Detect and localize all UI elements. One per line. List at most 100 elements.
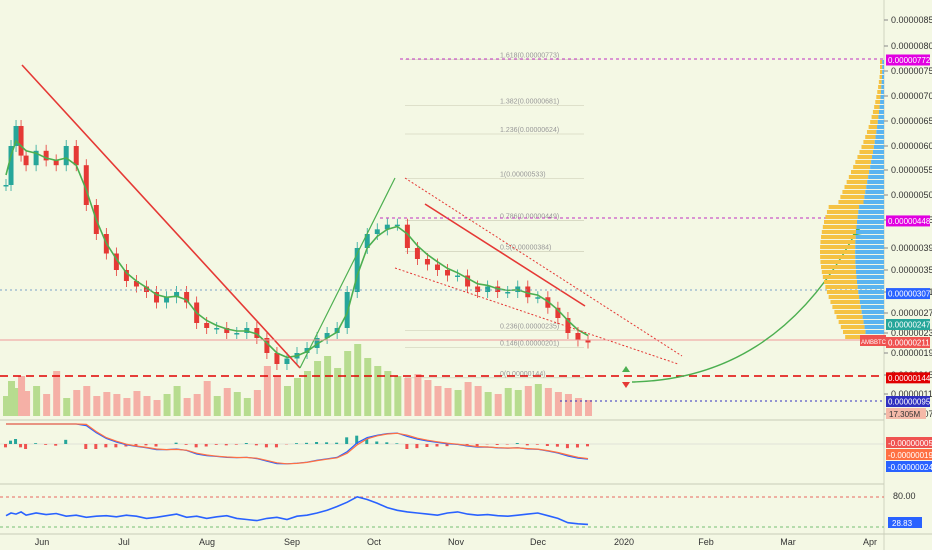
candle-body — [274, 353, 280, 364]
volume-bar — [484, 392, 492, 416]
macd-histogram-bar — [44, 444, 48, 445]
profile-bar-sell — [828, 295, 860, 299]
macd-histogram-bar — [505, 444, 509, 445]
candle-body — [475, 286, 481, 292]
profile-bar-buy — [880, 90, 884, 94]
profile-bar-sell — [836, 315, 863, 319]
price-tag-label: 0.00000247 — [888, 321, 931, 330]
profile-bar-sell — [826, 290, 859, 294]
profile-bar-buy — [881, 75, 884, 79]
candle-body — [575, 333, 581, 341]
profile-bar-buy — [873, 145, 884, 149]
volume-bar — [103, 392, 111, 416]
profile-bar-sell — [838, 320, 864, 324]
macd-histogram-bar — [525, 444, 529, 446]
time-axis: Jun Jul Aug Sep Oct Nov Dec 2020 Feb Mar Apr — [35, 537, 877, 547]
volume-bars — [3, 344, 592, 416]
macd-histogram-bar — [385, 442, 389, 444]
volume-bar — [13, 388, 21, 416]
macd-pane — [0, 423, 884, 465]
candle-body — [394, 224, 400, 227]
macd-histogram-bar — [174, 442, 178, 444]
symbol-tag — [860, 335, 886, 346]
macd-histogram-bar — [435, 444, 439, 447]
profile-bar-buy — [858, 210, 884, 214]
volume-bar — [33, 386, 41, 416]
profile-bar-sell — [870, 120, 878, 124]
profile-bar-sell — [877, 90, 881, 94]
fib-label: 0.5(0.00000384) — [500, 244, 551, 251]
price-tags: 0.00000772 0.00000448 0.00000307 0.00000247… — [886, 54, 931, 407]
price-pane[interactable] — [0, 0, 884, 420]
candle-body — [465, 275, 471, 287]
macd-histogram-bar — [54, 444, 58, 446]
up-arrow-icon — [622, 366, 630, 372]
price-tag-label: 0.00000095 — [888, 398, 931, 407]
volume-bar — [474, 386, 482, 416]
profile-bar-sell — [840, 195, 865, 199]
profile-bar-sell — [825, 285, 858, 289]
macd-histogram-bar — [315, 442, 319, 444]
macd-histogram-bar — [24, 444, 28, 449]
macd-histogram-bar — [445, 444, 449, 447]
price-tag-label: 0.00000211 — [888, 339, 930, 348]
profile-bar-buy — [878, 115, 884, 119]
volume-bar — [133, 391, 141, 416]
candle-body — [204, 323, 210, 328]
downtrend-line-1 — [21, 64, 301, 369]
volume-bar — [514, 390, 522, 416]
volume-bar — [314, 361, 322, 416]
volume-bar — [53, 371, 61, 416]
price-tag-label: 0.00000772 — [888, 56, 931, 65]
down-arrow-icon — [622, 382, 630, 388]
volume-bar — [113, 394, 121, 416]
profile-bar-sell — [878, 80, 882, 84]
macd-histogram-bar — [575, 444, 579, 448]
time-axis-label: Jun — [35, 537, 50, 547]
profile-bar-sell — [820, 245, 856, 249]
macd-histogram-bar — [194, 444, 198, 448]
profile-bar-buy — [882, 70, 884, 74]
macd-histogram-bar — [475, 444, 479, 447]
volume-bar — [143, 396, 151, 416]
volume-bar — [153, 400, 161, 416]
candle-body — [354, 248, 360, 292]
time-axis-label: Mar — [780, 537, 796, 547]
volume-bar — [23, 391, 31, 416]
macd-histogram-bar — [415, 444, 419, 449]
profile-bar-buy — [862, 315, 884, 319]
volume-bar — [404, 378, 412, 416]
volume-bar — [344, 351, 352, 416]
macd-histogram-bar — [555, 444, 559, 447]
profile-bar-buy — [871, 160, 884, 164]
volume-bar — [444, 388, 452, 416]
macd-tag-2-label: -0.00000019 — [888, 451, 932, 460]
profile-bar-sell — [878, 85, 882, 89]
candle-body — [8, 146, 14, 185]
moving-average-line — [5, 139, 589, 359]
candle-body — [13, 126, 19, 146]
macd-histogram-bar — [224, 444, 228, 446]
profile-bar-sell — [821, 235, 856, 239]
volume-bar — [554, 392, 562, 416]
volume-bar — [424, 380, 432, 416]
macd-histogram-bar — [325, 442, 329, 444]
price-tick-label: 0.00000110 — [891, 389, 932, 399]
volume-bar — [294, 378, 301, 416]
price-tag — [886, 337, 930, 348]
profile-bar-sell — [846, 180, 868, 184]
volume-bar — [18, 376, 26, 416]
time-axis-label: Nov — [448, 537, 465, 547]
fibonacci-levels: 1.618(0.00000773) 1.382(0.00000681) 1.236(… — [405, 53, 584, 379]
profile-bar-buy — [869, 170, 884, 174]
candle-body — [545, 297, 551, 308]
candle-body — [18, 126, 24, 156]
macd-signal-line — [6, 423, 589, 465]
profile-bar-buy — [872, 150, 884, 154]
volume-bar — [574, 398, 582, 416]
candle-body — [113, 253, 119, 270]
